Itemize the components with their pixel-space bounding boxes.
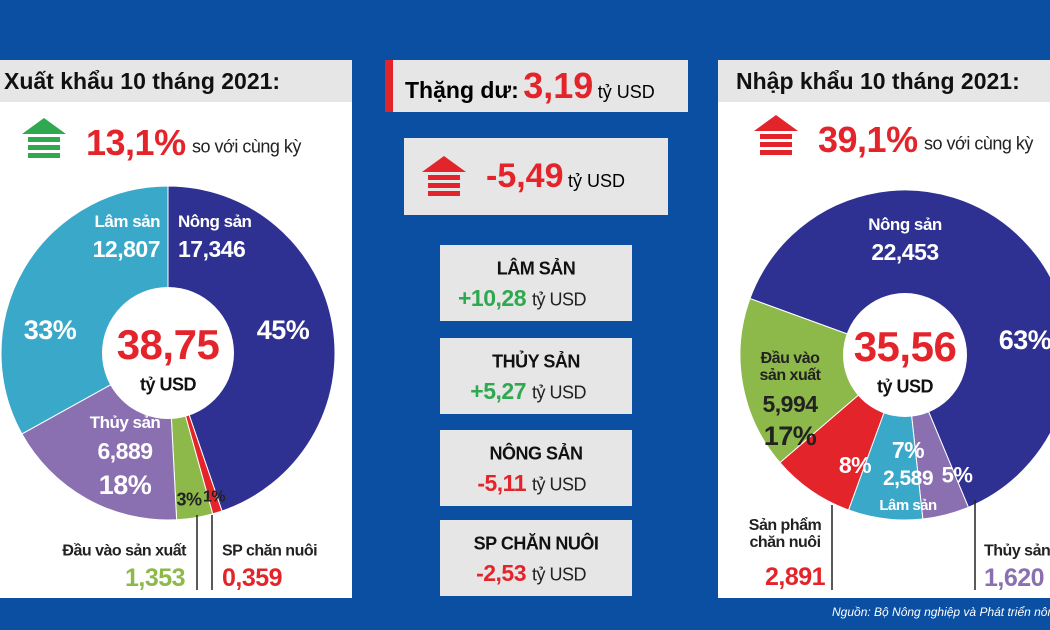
- item-unit: tỷ USD: [532, 474, 587, 495]
- slice-percent: 45%: [256, 314, 310, 345]
- import-title: Nhập khẩu 10 tháng 2021:: [718, 60, 1050, 102]
- slice-name: Lâm sản: [94, 212, 161, 232]
- callout-lines: [196, 500, 976, 590]
- slice-value: 22,453: [871, 238, 939, 265]
- item-unit: tỷ USD: [532, 289, 587, 310]
- item-box: [440, 338, 632, 414]
- slice-name: Thủy sản: [89, 413, 161, 433]
- slice-value: 1,353: [124, 563, 186, 592]
- slice-percent: 7%: [891, 436, 925, 463]
- surplus-box: Thặng dư: 3,19 tỷ USD: [385, 60, 688, 112]
- slice-percent: 8%: [838, 451, 872, 478]
- slice-name: Lâm sản: [879, 497, 937, 515]
- change-note: so với cùng kỳ: [924, 133, 1033, 154]
- surplus-change-value: -5,49: [486, 157, 564, 195]
- item-name: THỦY SẢN: [492, 351, 580, 372]
- slice-value: 2,589: [882, 466, 934, 490]
- up-arrow-green: [22, 118, 66, 158]
- change-note: so với cùng kỳ: [192, 136, 301, 157]
- slice-name: SP chăn nuôi: [222, 542, 318, 560]
- slice-percent: 17%: [763, 420, 817, 451]
- slice-value: 2,891: [764, 562, 826, 591]
- surplus-change-unit: tỷ USD: [567, 171, 625, 191]
- item-value: -2,53: [476, 559, 526, 586]
- item-name: SP CHĂN NUÔI: [473, 533, 599, 554]
- slice-name: Nông sản: [178, 212, 252, 232]
- total-unit: tỷ USD: [139, 374, 197, 395]
- surplus-value: 3,19: [523, 65, 594, 106]
- slice-value: 0,359: [222, 563, 283, 592]
- slice-percent: 63%: [998, 324, 1050, 355]
- slice-percent: 1%: [202, 488, 226, 506]
- donut-hole: [843, 293, 967, 417]
- slice-percent: 33%: [23, 314, 77, 345]
- item-value: +10,28: [458, 284, 527, 311]
- item-box: [440, 430, 632, 506]
- up-arrow-red: [422, 156, 466, 196]
- slice-percent: 3%: [176, 489, 202, 510]
- slice-value: 5,994: [762, 390, 818, 417]
- slice-name: Sản phẩm chăn nuôi: [748, 517, 822, 551]
- item-value: +5,27: [470, 377, 526, 404]
- item-box: [440, 520, 632, 596]
- export-title: Xuất khẩu 10 tháng 2021:: [0, 60, 352, 102]
- item-name: LÂM SẢN: [496, 258, 576, 279]
- slice-name: Thủy sản: [984, 542, 1050, 560]
- slice-value: 12,807: [92, 235, 161, 262]
- slice-percent: 5%: [941, 462, 973, 488]
- surplus-label: Thặng dư:: [405, 77, 519, 103]
- pie-slice: [167, 185, 336, 512]
- item-unit: tỷ USD: [532, 382, 587, 403]
- item-value: -5,11: [477, 469, 526, 496]
- pie-slice: [739, 297, 906, 464]
- item-name: NÔNG SẢN: [489, 443, 583, 464]
- source: Nguồn: Bộ Nông nghiệp và Phát triển nông…: [832, 605, 1050, 619]
- item-unit: tỷ USD: [532, 564, 587, 585]
- slice-name: Đầu vào sản xuất: [62, 542, 186, 560]
- total-value: 35,56: [853, 322, 957, 370]
- change-value: 39,1%: [818, 119, 918, 161]
- change-value: 13,1%: [86, 122, 186, 164]
- slice-name: Đầu vào sản xuất: [759, 350, 821, 384]
- up-arrow-red: [754, 115, 798, 155]
- total-value: 38,75: [116, 320, 220, 368]
- slice-percent: 18%: [98, 469, 152, 500]
- item-box: [440, 245, 632, 321]
- slice-name: Nông sản: [868, 215, 942, 235]
- total-unit: tỷ USD: [876, 376, 934, 397]
- donut-hole: [102, 287, 234, 419]
- slice-value: 17,346: [178, 235, 246, 262]
- surplus-unit: tỷ USD: [597, 82, 655, 102]
- slice-value: 1,620: [984, 563, 1045, 592]
- slice-value: 6,889: [97, 437, 153, 464]
